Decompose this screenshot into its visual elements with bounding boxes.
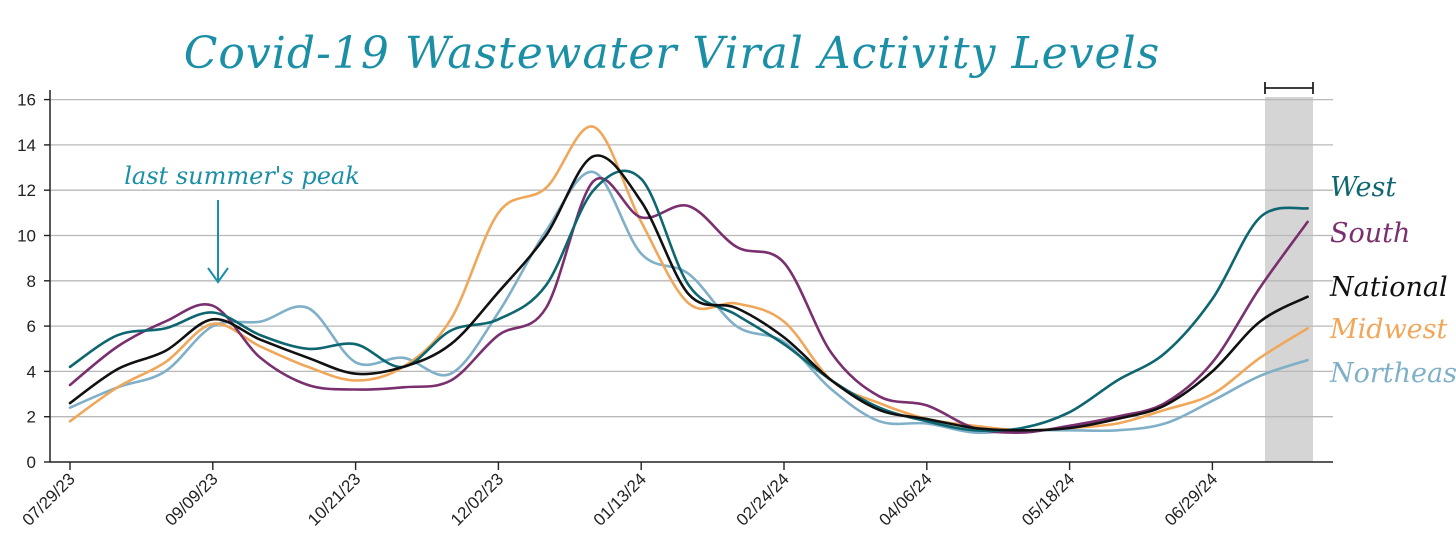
x-tick-label: 02/24/24 <box>733 469 793 529</box>
legend-item-northeast: Northeast <box>1329 358 1456 389</box>
x-tick-label: 12/02/23 <box>447 469 507 529</box>
y-tick-label: 14 <box>17 136 36 155</box>
x-tick-label: 07/29/23 <box>19 469 79 529</box>
legend: West South National Midwest Northeast <box>1329 172 1456 389</box>
gridlines <box>50 98 1333 418</box>
y-tick-label: 10 <box>17 227 36 246</box>
highlight-bracket <box>1264 82 1314 94</box>
x-axis-ticks: 07/29/23 09/09/23 10/21/23 12/02/23 01/13/24… <box>19 462 1221 530</box>
x-tick-label: 09/09/23 <box>161 469 221 529</box>
annotation-arrow <box>207 200 229 284</box>
y-tick-label: 2 <box>27 408 36 427</box>
x-tick-label: 05/18/24 <box>1018 469 1078 529</box>
legend-item-west: West <box>1330 172 1396 203</box>
legend-item-south: South <box>1330 218 1410 249</box>
y-tick-label: 0 <box>27 453 36 472</box>
series-lines <box>68 125 1309 435</box>
legend-item-midwest: Midwest <box>1329 314 1448 345</box>
annotation-label: last summer's peak <box>124 162 360 190</box>
legend-item-national: National <box>1329 272 1448 303</box>
series-line-northeast <box>68 170 1309 435</box>
series-line-national <box>68 154 1309 432</box>
series-line-west <box>68 169 1309 433</box>
chart-title: Covid-19 Wastewater Viral Activity Level… <box>184 28 1161 79</box>
x-tick-label: 10/21/23 <box>304 469 364 529</box>
y-tick-label: 4 <box>27 362 36 381</box>
highlight-band <box>1265 97 1313 462</box>
y-tick-label: 16 <box>17 91 36 110</box>
x-tick-label: 06/29/24 <box>1161 469 1221 529</box>
x-tick-label: 01/13/24 <box>590 469 650 529</box>
y-tick-label: 12 <box>17 181 36 200</box>
series-line-south <box>68 177 1309 434</box>
y-axis-ticks: 0 2 4 6 8 10 12 14 16 <box>17 91 50 472</box>
x-tick-label: 04/06/24 <box>875 469 935 529</box>
y-tick-label: 8 <box>27 272 36 291</box>
y-tick-label: 6 <box>27 317 36 336</box>
series-line-midwest <box>68 125 1309 432</box>
